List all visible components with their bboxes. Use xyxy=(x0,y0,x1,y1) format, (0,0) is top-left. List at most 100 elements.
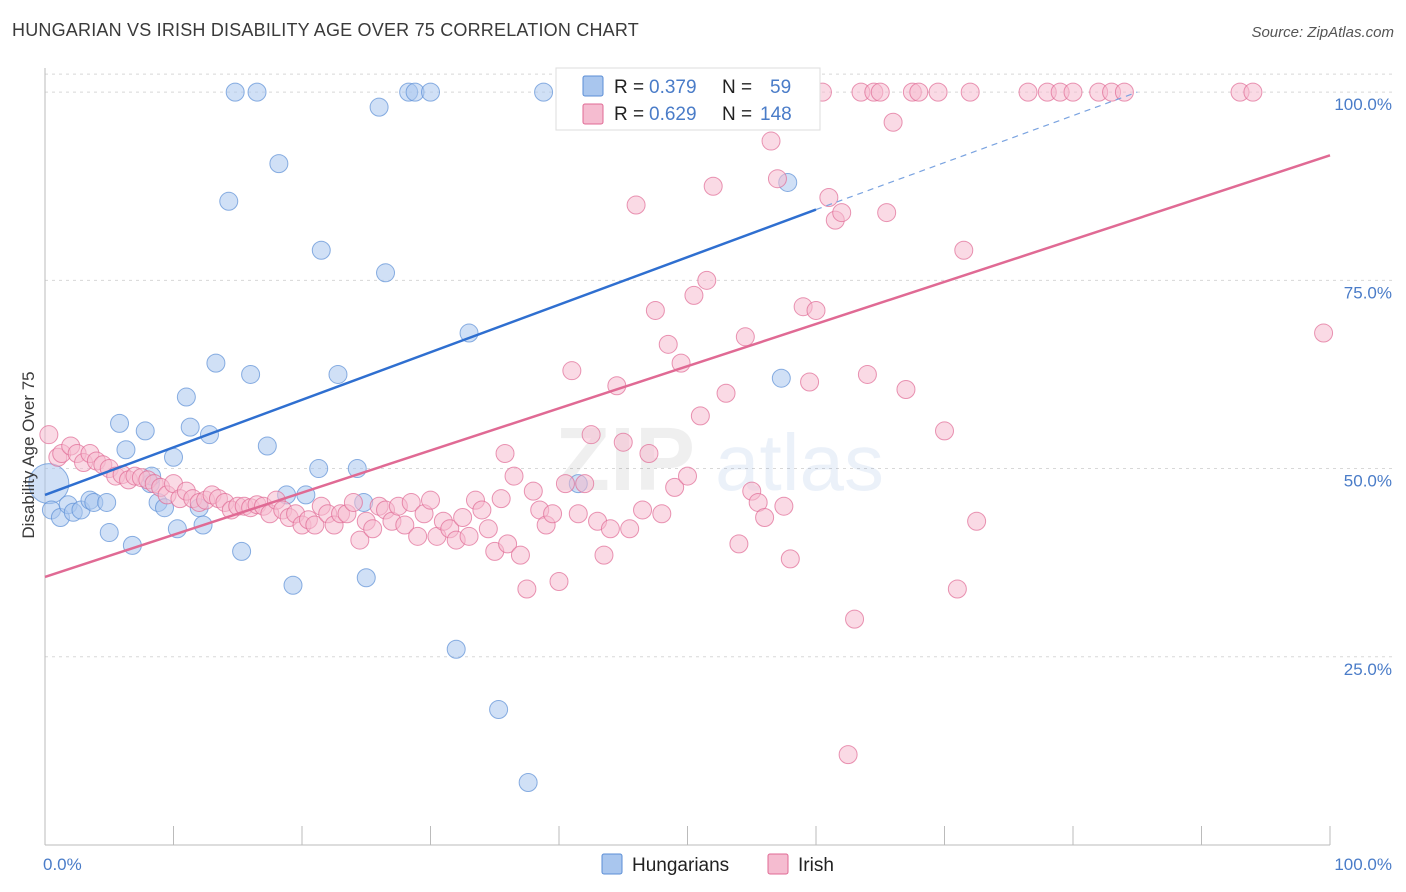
irish-point-84 xyxy=(575,474,595,494)
irish-point-55 xyxy=(395,515,415,535)
irish-point-68 xyxy=(478,519,498,539)
hungarians-point-37 xyxy=(311,240,331,260)
irish-point-101 xyxy=(684,285,704,305)
irish-point-126 xyxy=(845,609,865,629)
irish-point-50 xyxy=(363,519,383,539)
irish-point-148 xyxy=(1114,82,1134,102)
trend-lines xyxy=(44,91,1331,579)
irish-point-67 xyxy=(472,500,492,520)
irish-point-106 xyxy=(716,383,736,403)
irish-point-124 xyxy=(832,203,852,223)
irish-point-100 xyxy=(678,466,697,486)
series-legend: Hungarians Irish xyxy=(601,853,834,876)
hungarians-point-29 xyxy=(241,364,261,384)
y-tick-label-2: 75.0% xyxy=(1344,283,1392,302)
hungarians-point-36 xyxy=(309,459,329,479)
irish-point-92 xyxy=(626,195,646,215)
hungarians-point-21 xyxy=(180,417,200,437)
irish-point-132 xyxy=(883,112,903,132)
irish-point-122 xyxy=(819,188,839,208)
irish-point-47 xyxy=(343,492,363,512)
irish-point-41 xyxy=(305,515,325,535)
irish-point-81 xyxy=(555,474,575,494)
hungarians-point-46 xyxy=(421,82,440,102)
hungarians-point-42 xyxy=(369,97,389,117)
irish-point-59 xyxy=(421,490,440,510)
irish-point-85 xyxy=(581,425,601,445)
stats-legend: R = 0.379 N = 59 R = 0.629 N = 148 xyxy=(555,67,821,131)
hungarians-point-47 xyxy=(446,639,466,659)
watermark: ZIP atlas xyxy=(555,410,884,510)
irish-point-142 xyxy=(1018,82,1038,102)
hungarians-point-43 xyxy=(376,263,396,283)
chart-title: HUNGARIAN VS IRISH DISABILITY AGE OVER 7… xyxy=(12,20,639,40)
grid-lines xyxy=(45,73,1392,658)
bottom-legend-hungarians: Hungarians xyxy=(632,855,729,876)
irish-point-90 xyxy=(613,432,633,452)
irish-point-104 xyxy=(703,176,723,196)
irish-point-48 xyxy=(350,530,370,550)
hungarians-point-27 xyxy=(225,82,245,102)
irish-point-71 xyxy=(495,444,515,463)
hungarians-point-54 xyxy=(771,368,791,388)
irish-point-114 xyxy=(767,169,787,189)
irish-point-65 xyxy=(459,526,479,546)
irish-point-151 xyxy=(1314,323,1334,343)
hungarians-point-13 xyxy=(135,421,155,441)
irish-point-72 xyxy=(498,534,518,554)
hungarians-point-34 xyxy=(283,575,303,595)
hungarians-point-32 xyxy=(269,154,289,174)
irish-point-93 xyxy=(633,500,653,520)
y-tick-label-0: 25.0% xyxy=(1344,660,1392,679)
irish-point-150 xyxy=(1243,82,1263,102)
irish-point-128 xyxy=(857,364,877,384)
hungarians-point-9 xyxy=(110,413,130,433)
y-axis-label: Disability Age Over 75 xyxy=(19,371,38,538)
irish-point-125 xyxy=(838,745,858,765)
legend-swatch-hungarians xyxy=(582,75,604,97)
irish-point-95 xyxy=(645,300,665,320)
axes xyxy=(44,68,1331,846)
irish-point-75 xyxy=(517,579,537,599)
hungarians-point-31 xyxy=(257,436,277,456)
chart-source: Source: ZipAtlas.com xyxy=(1251,24,1394,41)
irish-point-136 xyxy=(928,82,948,102)
x-tick-label-left: 0.0% xyxy=(43,855,82,874)
watermark-atlas: atlas xyxy=(715,418,884,507)
y-tick-label-3: 100.0% xyxy=(1334,95,1392,114)
irish-point-96 xyxy=(652,504,672,524)
hungarians-trend-line xyxy=(44,208,817,497)
irish-point-80 xyxy=(549,571,569,591)
legend-swatch-irish xyxy=(582,103,604,125)
hungarians-point-49 xyxy=(489,699,509,719)
irish-point-57 xyxy=(408,526,428,546)
legend-n-label-1: N = xyxy=(722,77,752,98)
irish-point-97 xyxy=(658,334,678,354)
irish-point-137 xyxy=(935,421,954,441)
irish-point-82 xyxy=(562,361,582,381)
y-tick-label-1: 50.0% xyxy=(1344,472,1392,491)
irish-point-0 xyxy=(39,425,59,445)
irish-point-87 xyxy=(594,545,614,565)
bottom-legend-swatch-irish xyxy=(767,853,789,875)
hungarians-point-8 xyxy=(97,492,117,512)
irish-point-108 xyxy=(729,534,749,554)
hungarians-point-30 xyxy=(247,82,267,102)
irish-point-103 xyxy=(697,270,717,290)
legend-r-label-2: R = xyxy=(614,104,644,125)
irish-point-98 xyxy=(665,477,685,497)
irish-point-112 xyxy=(755,507,775,527)
irish-point-120 xyxy=(806,300,826,320)
irish-point-109 xyxy=(735,327,755,347)
legend-n-label-2: N = xyxy=(722,104,752,125)
irish-point-139 xyxy=(954,240,974,260)
irish-point-135 xyxy=(909,82,929,102)
bottom-legend-swatch-hungarians xyxy=(601,853,623,875)
bottom-legend-irish: Irish xyxy=(798,855,834,876)
irish-point-133 xyxy=(896,380,916,400)
irish-point-113 xyxy=(761,131,781,151)
irish-point-119 xyxy=(800,372,820,392)
hungarians-trend-extension xyxy=(815,91,1138,211)
irish-point-56 xyxy=(401,492,421,512)
irish-point-76 xyxy=(523,481,543,501)
